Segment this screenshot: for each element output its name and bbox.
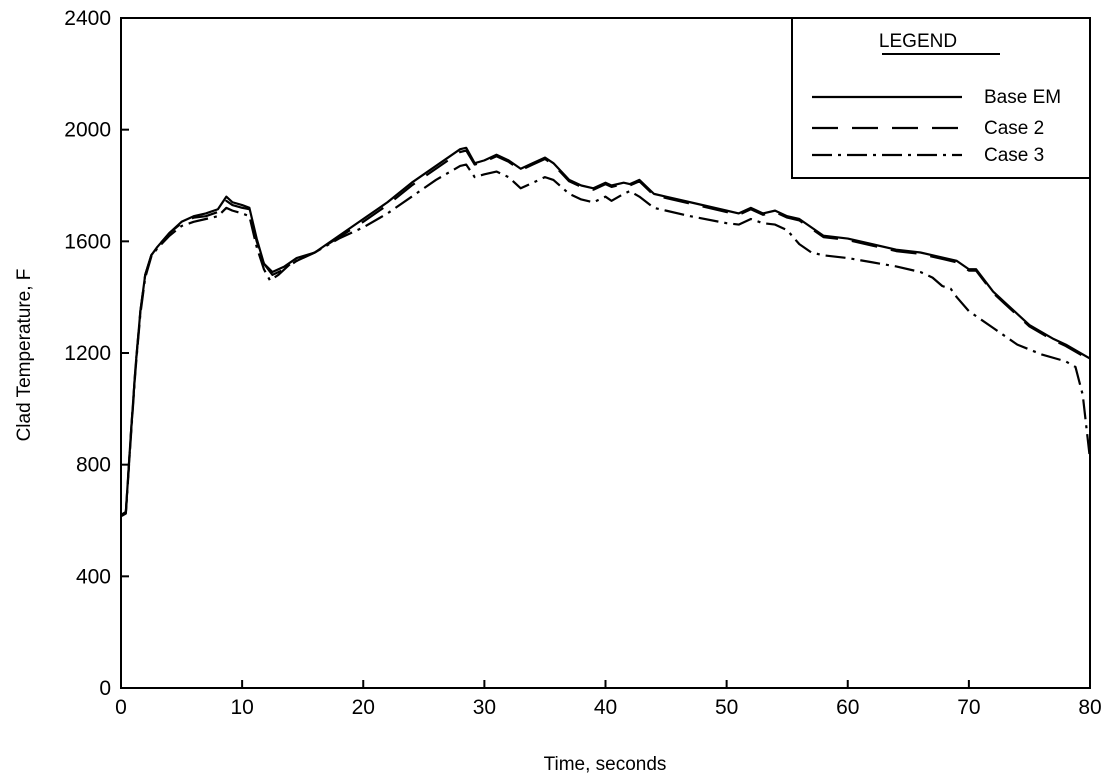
legend-label-base-em: Base EM (984, 87, 1061, 108)
x-tick-label: 10 (230, 696, 253, 719)
y-tick-label: 400 (76, 565, 111, 588)
x-tick-label: 20 (352, 696, 375, 719)
y-tick-label: 1200 (64, 342, 111, 365)
series-line-base-em (120, 146, 1091, 516)
x-tick-label: 30 (473, 696, 496, 719)
x-tick-label: 80 (1078, 696, 1101, 719)
x-tick-label: 40 (594, 696, 617, 719)
legend-title: LEGEND (879, 31, 957, 52)
series-line-case-2 (120, 149, 1091, 516)
legend-label-case-2: Case 2 (984, 118, 1044, 139)
y-tick-label: 2000 (64, 119, 111, 142)
y-tick-label: 1600 (64, 230, 111, 253)
y-axis-title: Clad Temperature, F (14, 269, 35, 442)
y-tick-label: 800 (76, 454, 111, 477)
x-tick-label: 70 (957, 696, 980, 719)
y-tick-label: 2400 (64, 7, 111, 30)
x-tick-label: 0 (115, 696, 127, 719)
x-tick-label: 50 (715, 696, 738, 719)
legend: LEGEND Base EM Case 2 Case 3 (791, 17, 1091, 179)
y-tick-label: 0 (99, 677, 111, 700)
x-tick-label: 60 (836, 696, 859, 719)
legend-label-case-3: Case 3 (984, 145, 1044, 166)
plot-area (120, 146, 1092, 518)
x-axis-title: Time, seconds (544, 754, 667, 775)
series-line-case-3 (120, 163, 1092, 518)
